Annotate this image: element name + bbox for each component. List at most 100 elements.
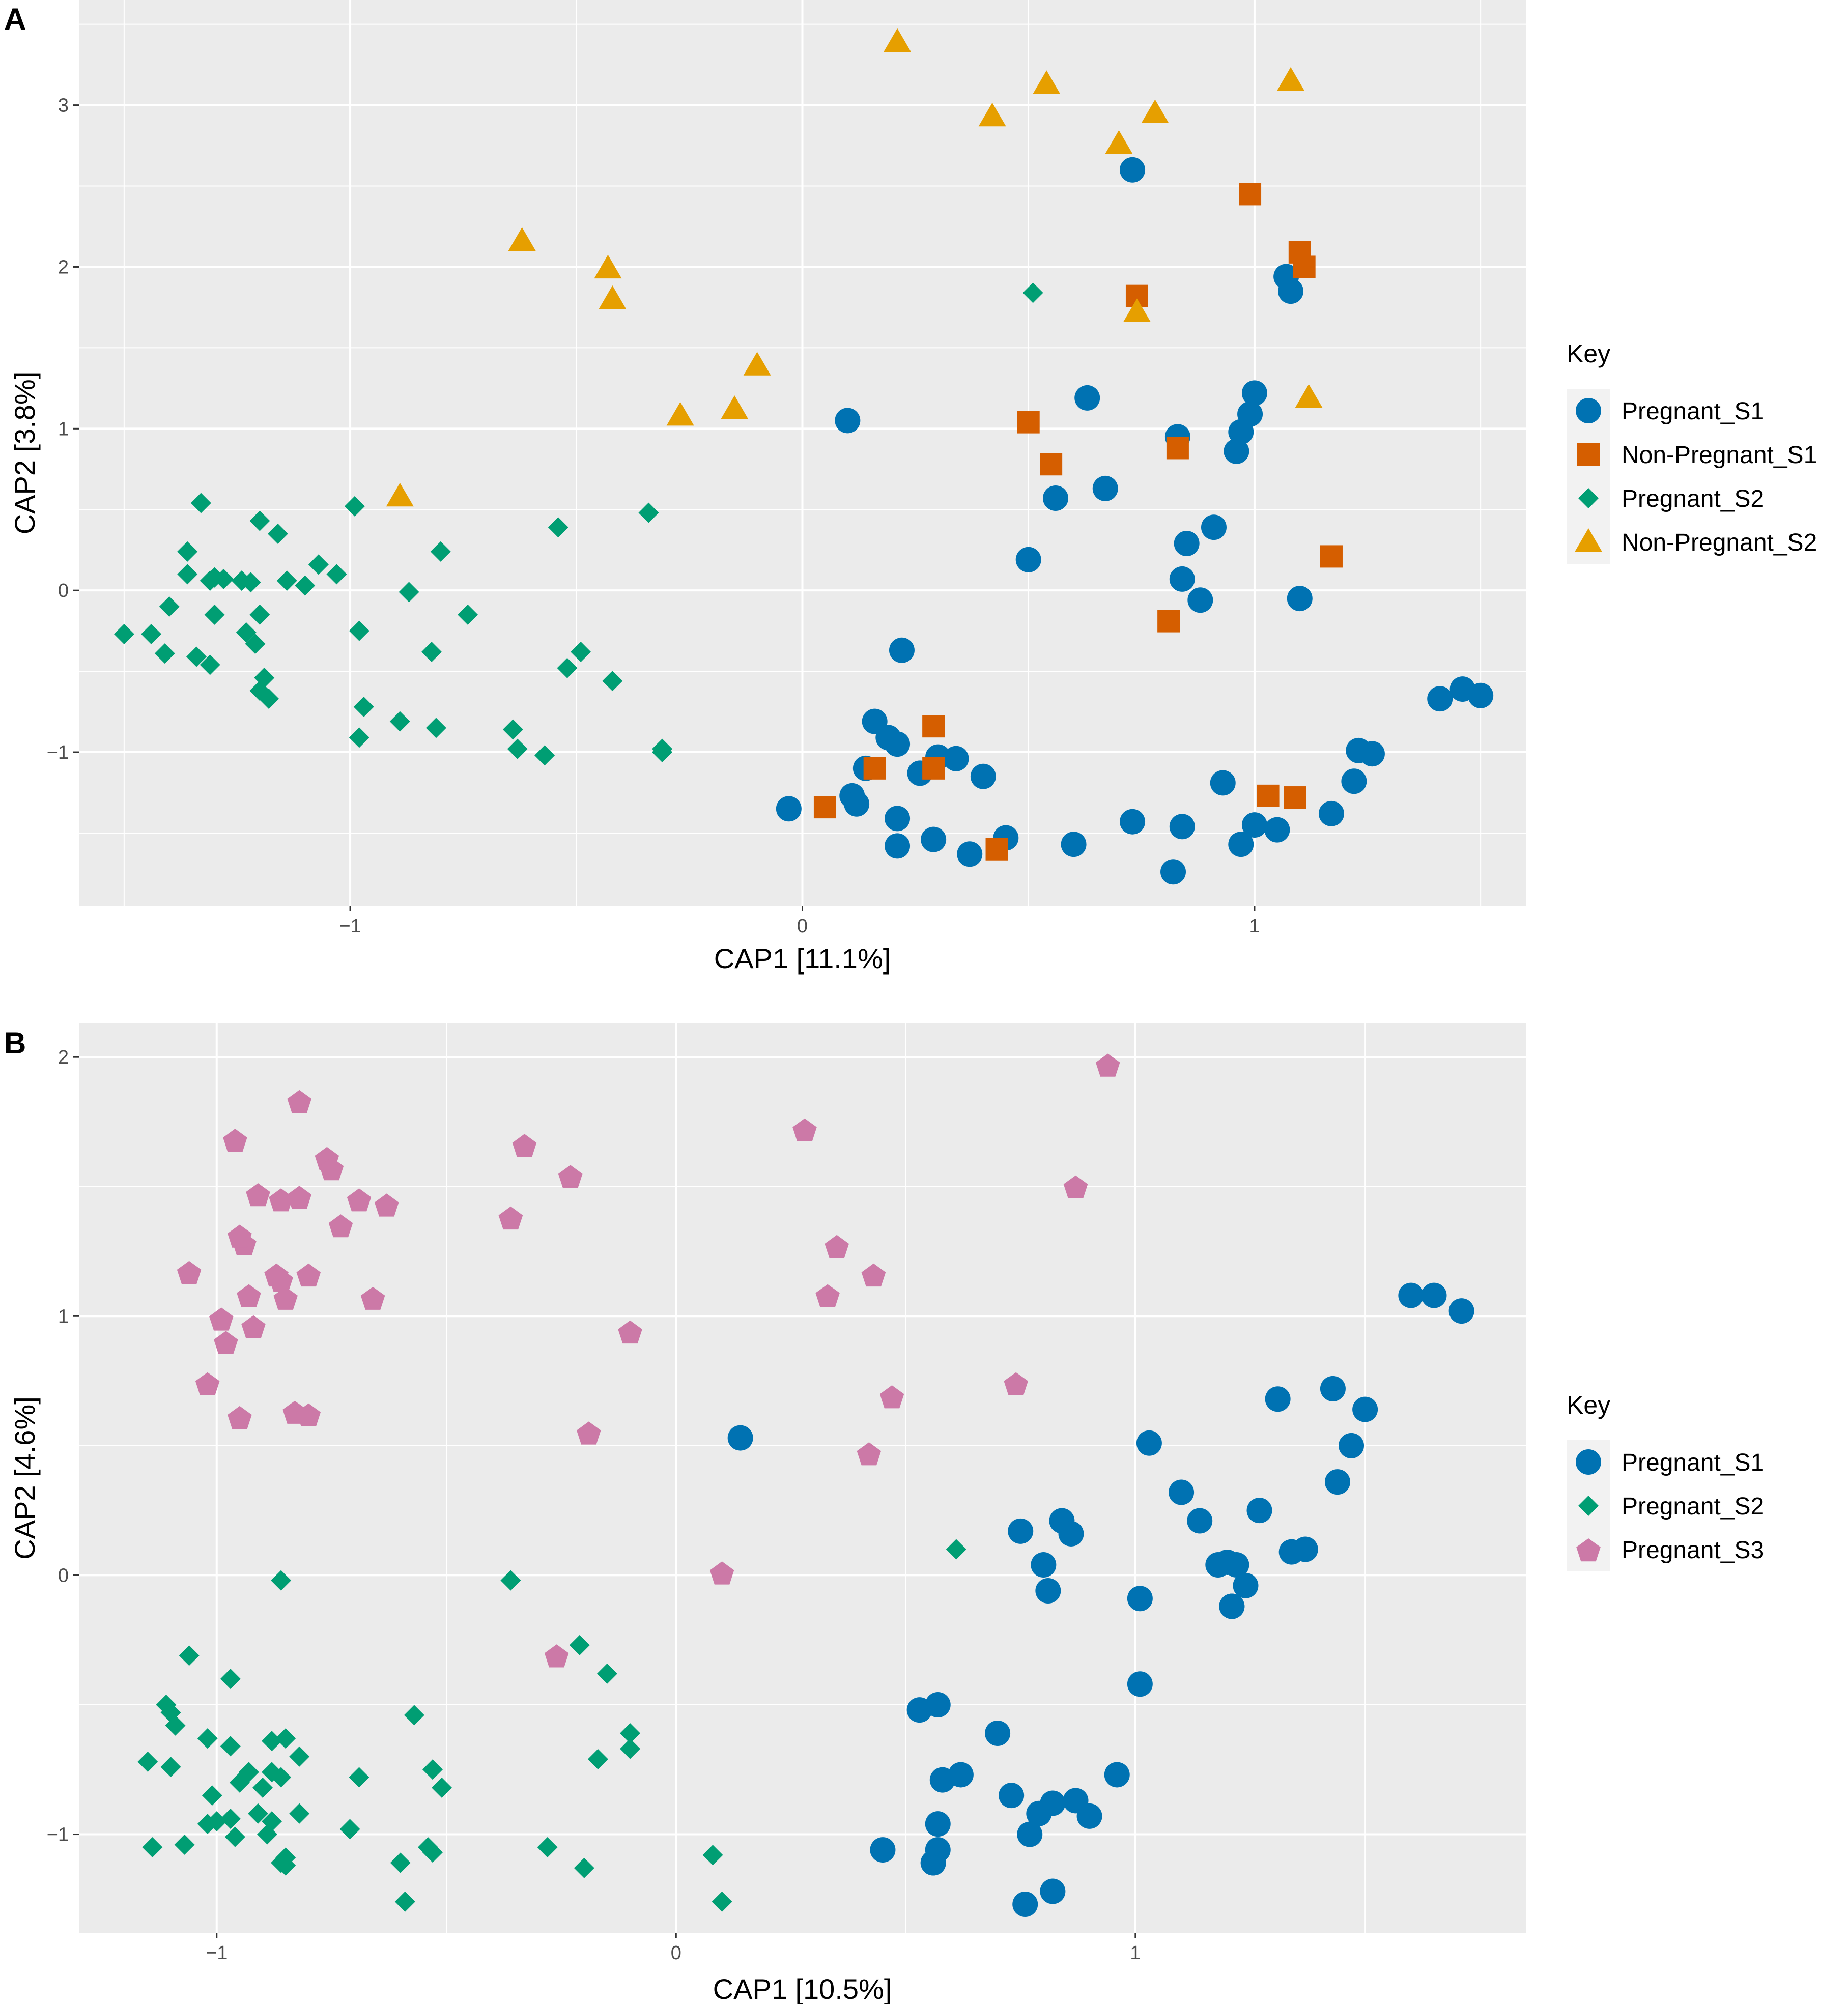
data-point-Pregnant_S3 xyxy=(512,1134,537,1157)
data-point-Pregnant_S2 xyxy=(557,657,578,678)
data-point-Pregnant_S1 xyxy=(948,1762,974,1788)
data-point-Non-Pregnant_S2 xyxy=(1141,99,1169,123)
panel-label: A xyxy=(4,2,26,36)
data-point-Pregnant_S2 xyxy=(574,1857,594,1878)
data-point-Pregnant_S3 xyxy=(296,1403,321,1426)
x-tick-label: 0 xyxy=(797,915,808,937)
data-point-Pregnant_S2 xyxy=(220,1736,241,1757)
data-point-Pregnant_S2 xyxy=(174,1834,195,1855)
data-point-Pregnant_S2 xyxy=(349,1767,369,1788)
y-tick-label: 1 xyxy=(58,1306,69,1327)
data-point-Pregnant_S2 xyxy=(602,671,623,692)
data-point-Pregnant_S2 xyxy=(141,624,162,644)
data-point-Pregnant_S1 xyxy=(1040,1790,1066,1816)
series-Pregnant_S1 xyxy=(776,157,1494,885)
data-point-Pregnant_S3 xyxy=(228,1224,252,1248)
data-point-Pregnant_S2 xyxy=(113,624,134,644)
data-point-Pregnant_S2 xyxy=(154,643,175,664)
data-point-Pregnant_S3 xyxy=(825,1235,849,1258)
data-point-Pregnant_S2 xyxy=(275,1728,296,1749)
data-point-Pregnant_S2 xyxy=(179,1645,200,1666)
data-point-Non-Pregnant_S1 xyxy=(1293,255,1316,278)
data-point-Pregnant_S2 xyxy=(224,1826,245,1847)
data-point-Pregnant_S3 xyxy=(360,1286,385,1310)
data-point-Pregnant_S2 xyxy=(638,502,659,523)
data-point-Pregnant_S1 xyxy=(1187,1508,1213,1534)
data-point-Pregnant_S1 xyxy=(885,833,911,859)
data-point-Pregnant_S2 xyxy=(344,496,365,517)
series-Pregnant_S3 xyxy=(177,1053,1120,1668)
data-point-Pregnant_S3 xyxy=(792,1118,817,1141)
series-Pregnant_S2 xyxy=(137,1539,966,1912)
data-point-Pregnant_S1 xyxy=(925,1811,951,1837)
data-point-Pregnant_S2 xyxy=(177,541,198,562)
data-point-Pregnant_S1 xyxy=(1136,1430,1162,1456)
y-axis-title: CAP2 [3.8%] xyxy=(9,371,41,535)
data-point-Pregnant_S3 xyxy=(237,1284,261,1307)
data-point-Pregnant_S1 xyxy=(776,796,802,822)
data-point-Non-Pregnant_S1 xyxy=(922,715,945,738)
legend-key-Pregnant_S3 xyxy=(1576,1538,1601,1562)
data-point-Pregnant_S2 xyxy=(165,1715,186,1736)
data-point-Pregnant_S2 xyxy=(186,646,207,667)
data-point-Pregnant_S3 xyxy=(296,1263,321,1287)
data-point-Pregnant_S2 xyxy=(596,1663,617,1684)
data-point-Non-Pregnant_S2 xyxy=(1123,298,1151,322)
legend-key-Pregnant_S1 xyxy=(1576,1449,1601,1475)
data-point-Pregnant_S2 xyxy=(390,1852,411,1873)
data-point-Pregnant_S1 xyxy=(1341,768,1367,794)
legend: Key Pregnant_S1 Non-Pregnant_S1 Pregnant_S2… xyxy=(1567,339,1817,564)
data-point-Pregnant_S3 xyxy=(577,1421,601,1445)
data-point-Pregnant_S2 xyxy=(254,667,275,688)
data-point-Non-Pregnant_S1 xyxy=(1017,411,1040,434)
data-point-Pregnant_S1 xyxy=(1058,1521,1084,1547)
data-point-Pregnant_S1 xyxy=(1120,809,1146,835)
data-point-Pregnant_S2 xyxy=(534,745,555,766)
data-point-Pregnant_S2 xyxy=(276,570,297,591)
panel-label: B xyxy=(4,1026,26,1060)
x-tick-label: 0 xyxy=(671,1942,681,1964)
data-point-Pregnant_S1 xyxy=(844,791,870,817)
data-point-Pregnant_S2 xyxy=(159,596,180,617)
data-point-Pregnant_S3 xyxy=(709,1561,734,1585)
data-point-Non-Pregnant_S2 xyxy=(743,352,771,376)
data-point-Pregnant_S1 xyxy=(1031,1552,1057,1578)
data-point-Pregnant_S3 xyxy=(287,1090,311,1113)
data-point-Pregnant_S1 xyxy=(1210,770,1236,796)
data-point-Pregnant_S2 xyxy=(349,727,369,748)
data-point-Pregnant_S2 xyxy=(571,641,591,662)
data-point-Pregnant_S1 xyxy=(835,408,861,434)
data-point-Pregnant_S2 xyxy=(404,1705,424,1726)
data-point-Pregnant_S2 xyxy=(500,1570,521,1591)
data-point-Pregnant_S3 xyxy=(209,1307,234,1331)
legend-label: Non-Pregnant_S2 xyxy=(1622,529,1817,556)
legend-label: Pregnant_S1 xyxy=(1622,1449,1764,1476)
data-point-Non-Pregnant_S1 xyxy=(922,757,945,780)
legend-key-Pregnant_S2 xyxy=(1578,488,1599,508)
data-point-Pregnant_S1 xyxy=(1233,1572,1259,1598)
data-point-Pregnant_S2 xyxy=(200,654,220,675)
data-point-Pregnant_S1 xyxy=(1318,800,1344,826)
data-point-Pregnant_S2 xyxy=(257,1824,278,1845)
data-point-Non-Pregnant_S2 xyxy=(884,28,912,52)
data-point-Non-Pregnant_S1 xyxy=(1239,183,1262,206)
data-point-Pregnant_S3 xyxy=(374,1193,399,1217)
data-point-Pregnant_S2 xyxy=(432,1777,452,1798)
series-Non-Pregnant_S1 xyxy=(813,183,1343,861)
x-tick-label: −1 xyxy=(339,915,361,937)
data-point-Pregnant_S2 xyxy=(421,641,442,662)
data-point-Pregnant_S1 xyxy=(921,826,947,852)
data-point-Non-Pregnant_S1 xyxy=(1320,545,1343,568)
data-point-Pregnant_S3 xyxy=(223,1129,247,1152)
data-point-Pregnant_S2 xyxy=(271,1570,292,1591)
data-point-Pregnant_S3 xyxy=(498,1206,523,1230)
data-point-Pregnant_S3 xyxy=(177,1261,202,1284)
data-point-Pregnant_S3 xyxy=(879,1385,904,1409)
data-point-Pregnant_S2 xyxy=(259,689,279,709)
data-point-Pregnant_S1 xyxy=(1187,587,1213,613)
data-point-Pregnant_S3 xyxy=(287,1186,311,1209)
data-point-Pregnant_S2 xyxy=(326,564,347,585)
data-point-Pregnant_S1 xyxy=(1278,278,1304,304)
data-point-Pregnant_S1 xyxy=(943,746,969,771)
data-point-Pregnant_S3 xyxy=(558,1165,583,1188)
